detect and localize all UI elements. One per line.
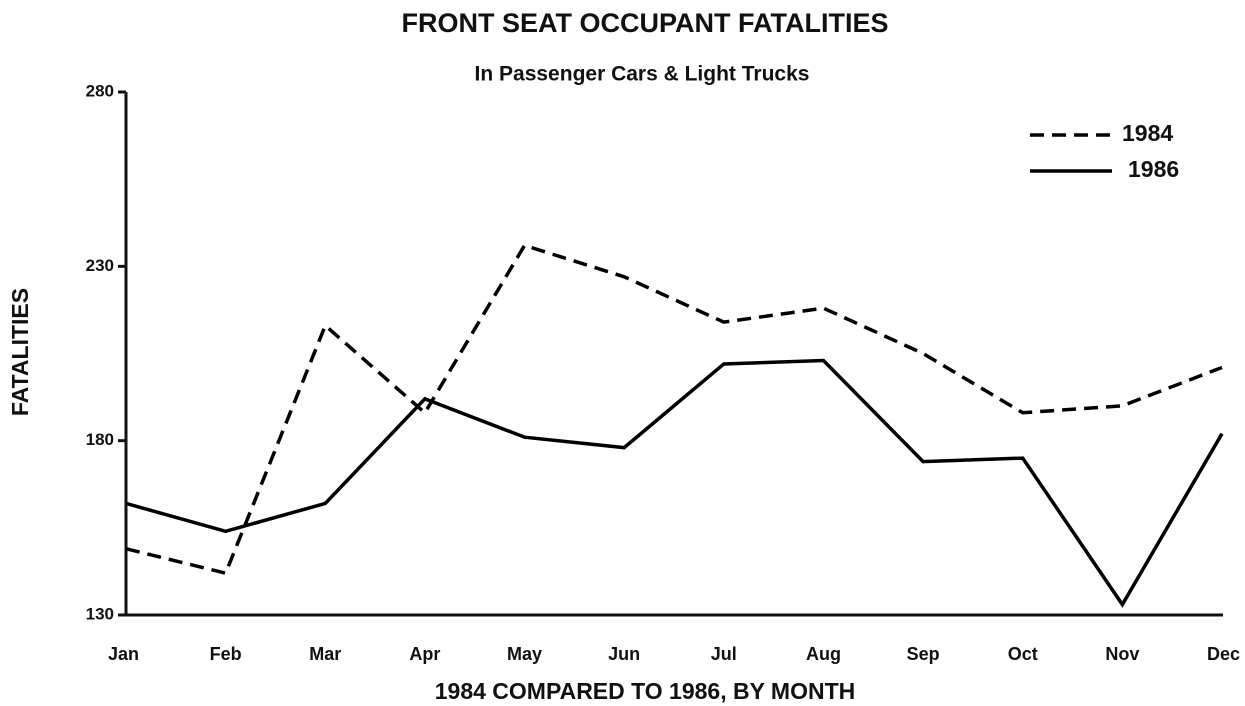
x-tick-label: Nov [1105, 644, 1139, 664]
x-tick-label: Jun [608, 644, 640, 664]
x-tick-label: Mar [309, 644, 341, 664]
x-tick-label: Apr [409, 644, 440, 664]
x-tick-label: Aug [806, 644, 841, 664]
legend-label: 1986 [1128, 156, 1179, 182]
chart-title: FRONT SEAT OCCUPANT FATALITIES [402, 8, 889, 38]
y-tick-label: 180 [86, 430, 114, 449]
x-tick-label: Jan [108, 644, 139, 664]
x-tick-label: Jul [711, 644, 737, 664]
series-line [125, 358, 1224, 608]
x-axis-label: 1984 COMPARED TO 1986, BY MONTH [435, 678, 856, 704]
legend-label: 1984 [1122, 120, 1173, 146]
y-tick-label: 280 [86, 81, 114, 100]
x-tick-label: Feb [210, 644, 242, 664]
y-axis-label: FATALITIES [7, 288, 33, 416]
x-tick-label: May [507, 644, 542, 664]
y-tick-label: 230 [86, 256, 114, 275]
series-line [125, 243, 1223, 576]
x-tick-label: Dec [1207, 644, 1240, 664]
x-tick-label: Oct [1008, 644, 1038, 664]
y-tick-label: 130 [86, 604, 114, 623]
x-tick-label: Sep [907, 644, 940, 664]
chart-subtitle: In Passenger Cars & Light Trucks [475, 63, 810, 86]
